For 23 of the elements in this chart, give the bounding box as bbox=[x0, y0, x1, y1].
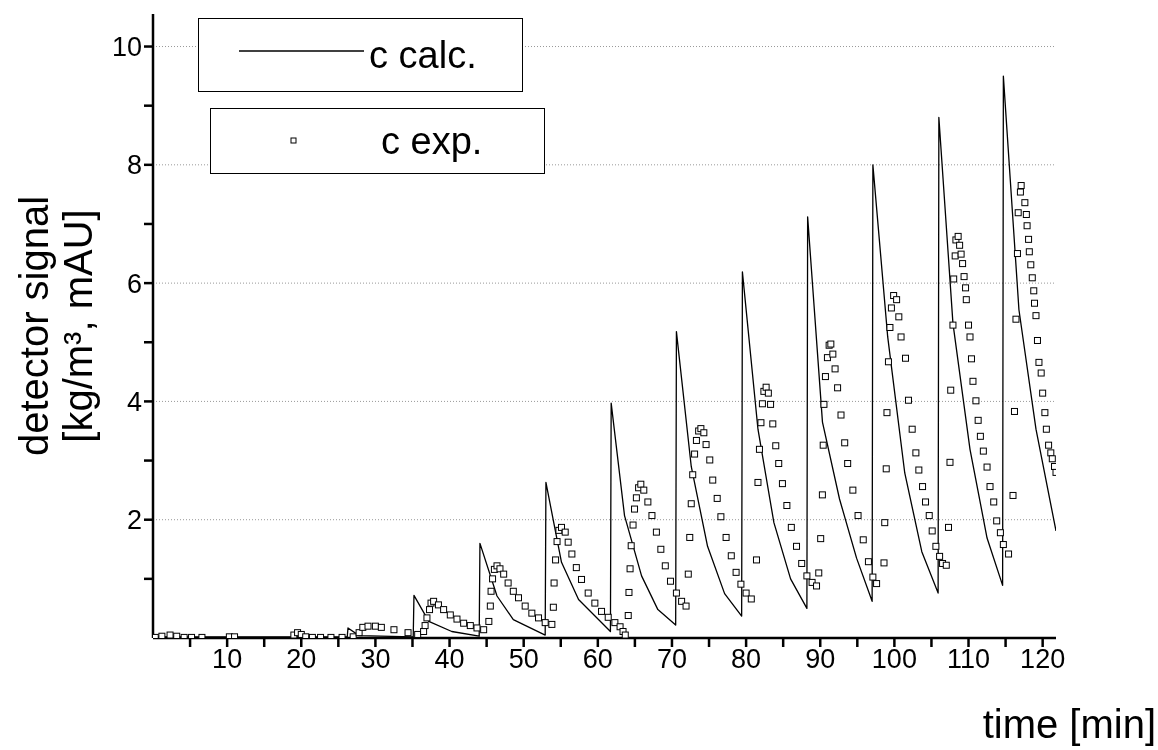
legend-frame: c exp. bbox=[210, 108, 545, 174]
legend-label: c exp. bbox=[381, 119, 483, 163]
x-tick-label: 100 bbox=[871, 644, 917, 675]
legend-frame: c calc. bbox=[198, 18, 523, 92]
y-tick-label: 10 bbox=[111, 32, 142, 63]
x-tick-label: 70 bbox=[656, 644, 687, 675]
y-tick-label: 4 bbox=[126, 387, 142, 417]
y-tick-label: 8 bbox=[126, 150, 142, 181]
x-tick-label: 120 bbox=[1020, 644, 1066, 675]
x-tick-label: 30 bbox=[360, 644, 391, 675]
x-axis-title: time [min] bbox=[982, 702, 1156, 746]
x-tick-label: 20 bbox=[286, 644, 317, 675]
x-tick-label: 50 bbox=[508, 644, 539, 675]
x-tick-label: 10 bbox=[212, 644, 243, 675]
y-tick-label: 2 bbox=[126, 505, 142, 536]
x-tick-label: 110 bbox=[946, 644, 991, 675]
x-tick-label: 60 bbox=[582, 644, 613, 675]
y-tick-label: 6 bbox=[126, 268, 142, 299]
y-axis-title: detector signal [kg/m³, mAU] bbox=[12, 195, 100, 457]
x-tick-label: 40 bbox=[434, 644, 465, 675]
legend-label: c calc. bbox=[369, 33, 477, 77]
x-tick-label: 80 bbox=[731, 644, 762, 675]
x-tick-label: 90 bbox=[805, 644, 836, 675]
